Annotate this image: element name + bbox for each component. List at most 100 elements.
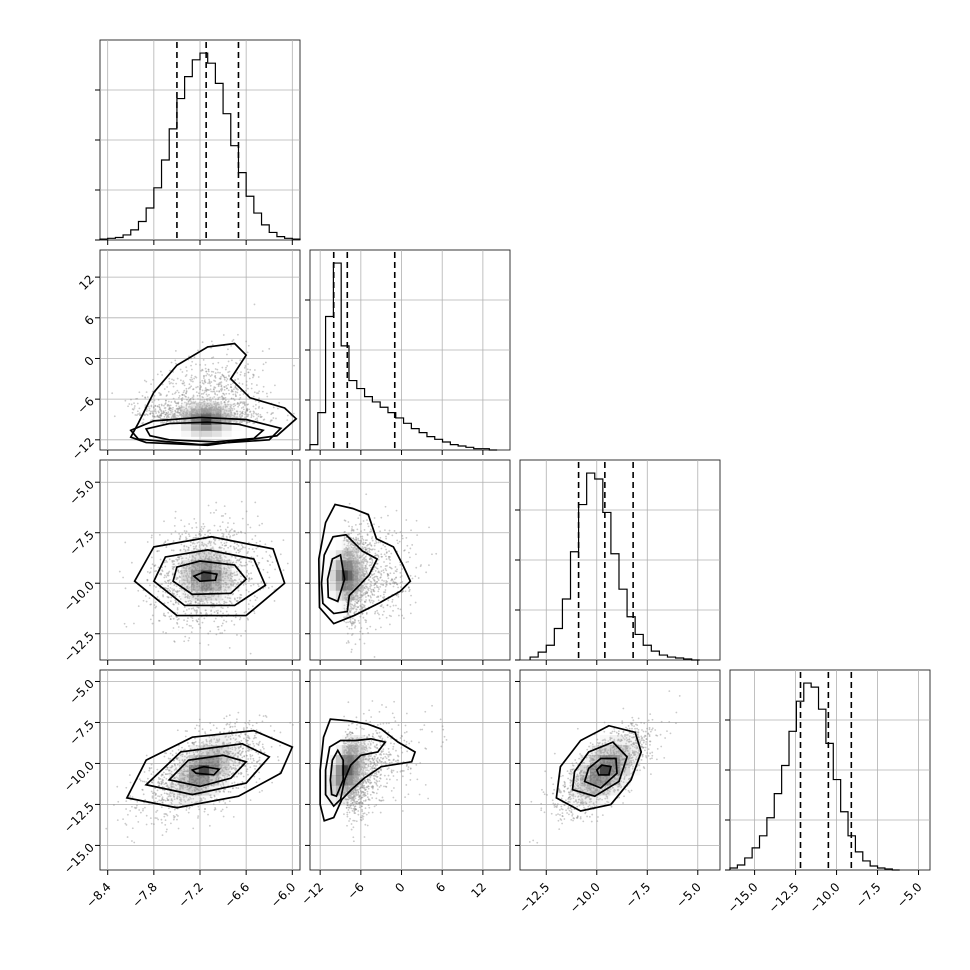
sample-point (191, 558, 194, 561)
sample-point (192, 537, 195, 539)
sample-point (225, 409, 228, 412)
sample-point (226, 403, 229, 406)
sample-point (193, 753, 195, 756)
sample-point (232, 737, 235, 740)
sample-point (265, 392, 268, 395)
sample-point (364, 575, 367, 578)
sample-point (190, 385, 193, 388)
sample-point (227, 586, 230, 589)
sample-point (178, 762, 181, 765)
sample-point (180, 562, 183, 565)
sample-point (173, 414, 176, 417)
sample-point (214, 400, 217, 403)
sample-point (232, 764, 235, 767)
sample-point (169, 757, 172, 760)
sample-point (192, 541, 195, 544)
sample-point (267, 560, 270, 563)
sample-point (145, 413, 148, 416)
sample-point (225, 750, 228, 752)
sample-point (168, 769, 171, 772)
sample-point (204, 404, 206, 407)
sample-point (234, 738, 237, 741)
sample-point (172, 783, 175, 786)
sample-point (227, 790, 230, 793)
sample-point (179, 787, 182, 790)
sample-point (240, 732, 242, 735)
sample-point (227, 383, 229, 386)
sample-point (201, 728, 204, 731)
sample-point (224, 736, 227, 738)
sample-point (204, 533, 206, 536)
sample-point (172, 603, 175, 606)
sample-point (220, 389, 223, 392)
histogram-step-line (529, 472, 700, 661)
sample-point (231, 593, 234, 596)
sample-point (113, 804, 115, 806)
sample-point (206, 751, 209, 754)
sample-point (243, 402, 246, 405)
density-cell (221, 570, 232, 581)
sample-point (206, 785, 209, 787)
sample-point (144, 396, 147, 399)
sample-point (171, 782, 174, 785)
sample-point (185, 530, 188, 533)
y-tick-label: 12 (76, 272, 97, 293)
sample-point (163, 417, 165, 420)
sample-point (165, 792, 168, 795)
sample-point (152, 406, 155, 408)
sample-point (166, 798, 169, 801)
sample-point (258, 405, 261, 408)
sample-point (155, 811, 158, 813)
sample-point (183, 569, 186, 572)
sample-point (265, 550, 268, 553)
sample-point (221, 532, 224, 535)
sample-point (195, 534, 197, 537)
sample-point (176, 607, 179, 609)
sample-point (356, 602, 359, 605)
sample-point (186, 409, 188, 412)
sample-point (354, 619, 357, 622)
sample-point (206, 388, 209, 391)
sample-point (173, 796, 176, 798)
sample-point (162, 595, 165, 598)
sample-point (218, 405, 220, 408)
sample-point (186, 595, 188, 598)
sample-point (206, 388, 209, 391)
sample-point (133, 402, 135, 405)
sample-point (221, 583, 224, 585)
sample-point (224, 419, 226, 422)
sample-point (172, 560, 175, 562)
sample-point (183, 619, 185, 622)
density-cell (198, 745, 210, 756)
sample-point (211, 602, 214, 605)
sample-point (199, 381, 202, 384)
sample-point (183, 530, 186, 532)
sample-point (223, 505, 226, 508)
sample-point (234, 725, 236, 728)
sample-point (250, 584, 252, 587)
sample-point (174, 415, 176, 418)
sample-point (218, 382, 220, 385)
sample-point (160, 412, 163, 414)
sample-point (183, 419, 186, 422)
sample-point (180, 562, 183, 565)
sample-point (229, 410, 232, 413)
sample-point (180, 410, 182, 413)
sample-point (249, 652, 252, 655)
sample-point (212, 557, 215, 560)
sample-point (125, 808, 127, 810)
sample-point (250, 414, 253, 417)
sample-point (238, 578, 241, 581)
sample-point (239, 530, 242, 533)
sample-point (188, 553, 191, 556)
sample-point (245, 754, 248, 757)
sample-point (247, 721, 250, 724)
sample-point (233, 760, 236, 763)
sample-point (236, 600, 239, 602)
sample-point (206, 373, 209, 375)
sample-point (169, 811, 172, 813)
sample-point (231, 773, 233, 775)
sample-point (240, 772, 243, 775)
sample-point (162, 774, 164, 776)
sample-point (233, 416, 236, 419)
